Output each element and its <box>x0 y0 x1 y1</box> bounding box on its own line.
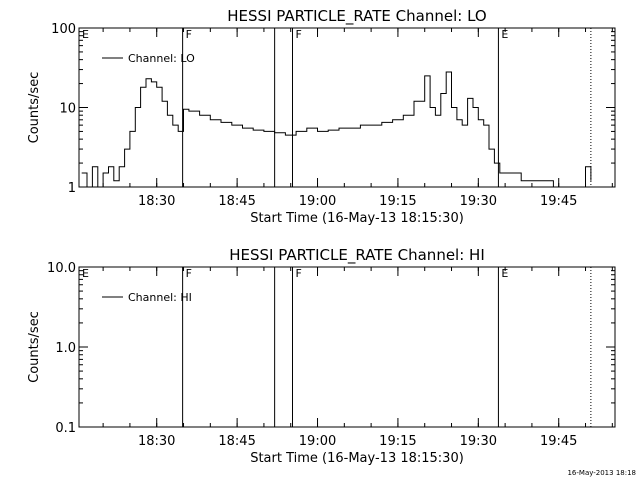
x-tick-label: 18:30 <box>138 194 175 209</box>
event-marker-label: F <box>296 267 302 280</box>
event-marker-label: E <box>82 267 89 280</box>
y-tick-label: 10.0 <box>47 261 76 276</box>
series-line <box>81 71 592 188</box>
footer-timestamp: 16-May-2013 18:18 <box>567 469 636 477</box>
y-tick-label: 10 <box>59 102 76 117</box>
x-tick-label: 19:15 <box>379 434 416 449</box>
x-axis-label: Start Time (16-May-13 18:15:30) <box>250 211 464 226</box>
x-tick-label: 18:30 <box>138 434 175 449</box>
y-axis-label: Counts/sec <box>27 311 42 383</box>
x-tick-label: 19:00 <box>299 434 336 449</box>
chart-panel-lo: HESSI PARTICLE_RATE Channel: LO Counts/se… <box>27 7 616 226</box>
x-tick-label: 19:45 <box>540 194 577 209</box>
y-tick-label: 1 <box>68 181 76 196</box>
y-tick-label: 1.0 <box>55 341 76 356</box>
y-tick-label: 0.1 <box>55 421 76 436</box>
event-marker-label: E <box>501 28 508 41</box>
legend-entry: Channel: LO <box>128 52 195 65</box>
y-axis-label: Counts/sec <box>27 72 42 144</box>
chart-title: HESSI PARTICLE_RATE Channel: LO <box>227 7 486 26</box>
x-tick-label: 19:30 <box>460 434 497 449</box>
x-tick-label: 19:00 <box>299 194 336 209</box>
x-tick-label: 18:45 <box>218 434 255 449</box>
legend-entry: Channel: HI <box>128 291 192 304</box>
event-marker-label: E <box>82 28 89 41</box>
x-tick-label: 19:30 <box>460 194 497 209</box>
x-tick-label: 19:45 <box>540 434 577 449</box>
event-marker-label: F <box>186 28 192 41</box>
x-tick-label: 18:45 <box>218 194 255 209</box>
event-marker-label: F <box>186 267 192 280</box>
event-marker-label: E <box>501 267 508 280</box>
y-tick-label: 100 <box>51 22 76 37</box>
event-marker-label: F <box>296 28 302 41</box>
x-tick-label: 19:15 <box>379 194 416 209</box>
x-axis-label: Start Time (16-May-13 18:15:30) <box>250 451 464 466</box>
chart-title: HESSI PARTICLE_RATE Channel: HI <box>229 246 485 265</box>
chart-panel-hi: HESSI PARTICLE_RATE Channel: HI Counts/se… <box>27 246 616 466</box>
